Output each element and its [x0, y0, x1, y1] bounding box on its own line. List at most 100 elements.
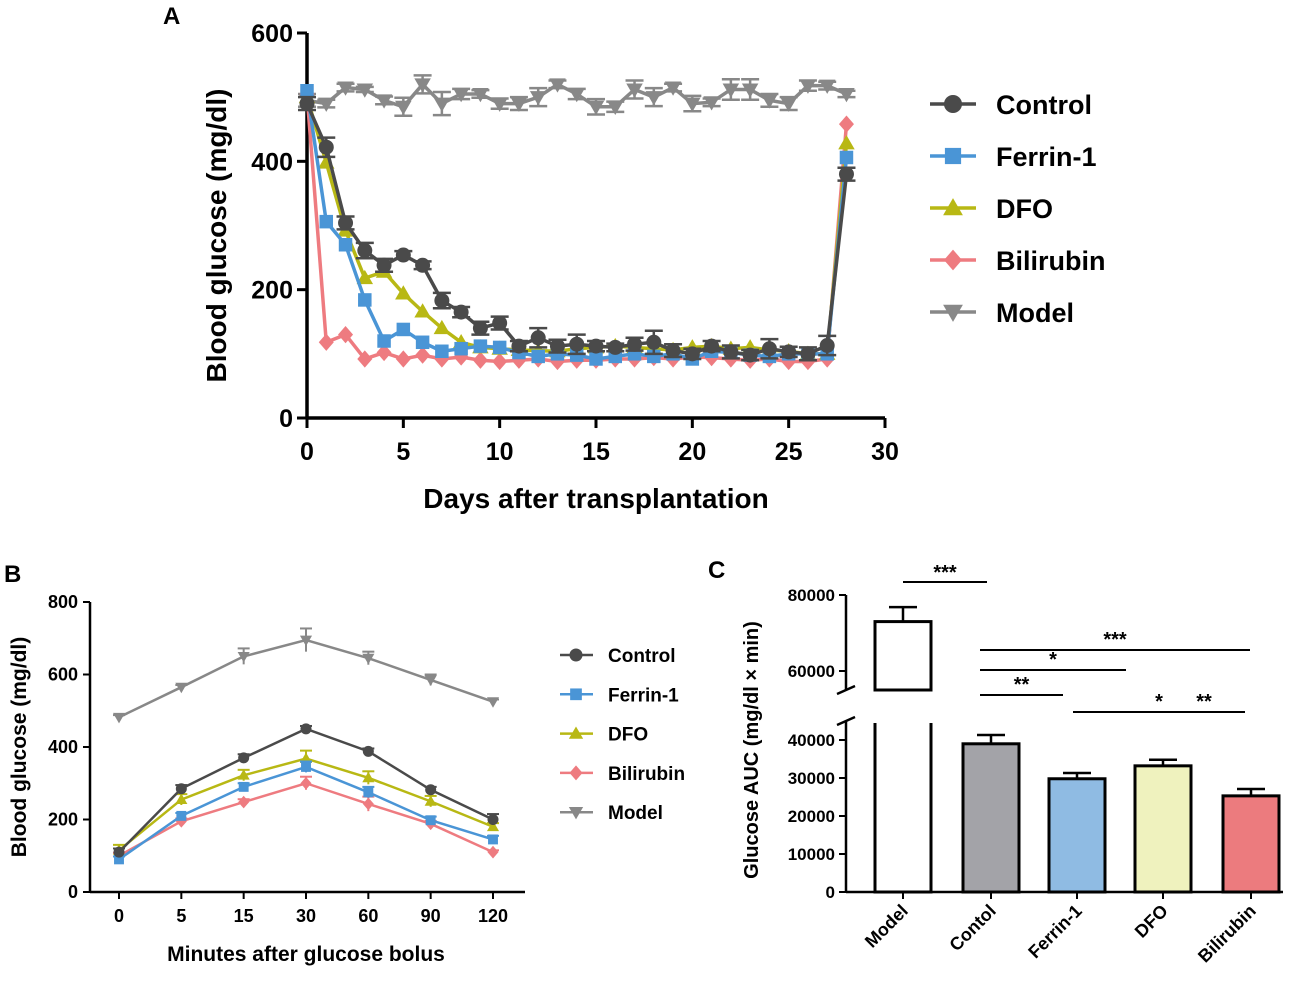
panel-c-y-tick-label: 80000: [788, 586, 835, 605]
panel-a-point-control: [453, 304, 469, 320]
panel-c-bar-group-contol: Contol: [945, 733, 1021, 955]
panel-a-point-control: [588, 338, 604, 354]
panel-c-y-tick-label: 60000: [788, 662, 835, 681]
panel-a-point-bilirubin: [357, 350, 373, 368]
panel-a-point-model: [452, 87, 470, 103]
panel-b-legend-label-model: Model: [608, 803, 663, 824]
panel-c-bar-group-ferrin-1: Ferrin-1: [1024, 771, 1107, 963]
panel-a-point-model: [318, 97, 335, 112]
panel-a-point-ferrin-1: [319, 214, 334, 229]
panel-b-legend-label-bilirubin: Bilirubin: [608, 764, 685, 785]
panel-c-x-tick-label-contol: Contol: [945, 901, 999, 955]
panel-c-significance-label: *: [1155, 691, 1163, 713]
panel-a-legend-label-bilirubin: Bilirubin: [996, 246, 1106, 276]
panel-a-point-control: [357, 243, 373, 259]
panel-b-point-control: [300, 723, 312, 735]
panel-a-point-control: [838, 166, 854, 182]
panel-a-point-model: [703, 96, 720, 111]
panel-c-x-tick-label-model: Model: [861, 901, 912, 952]
panel-b-line-control: [118, 727, 494, 854]
panel-c-axis-break-mark: [836, 684, 856, 696]
panel-a-point-model: [664, 81, 682, 96]
panel-a-point-model: [722, 83, 740, 98]
panel-a-point-control: [665, 343, 681, 359]
panel-a-series-ferrin-1: [300, 84, 854, 366]
panel-a-point-control: [607, 339, 623, 355]
panel-b-legend-label-dfo: DFO: [608, 725, 648, 746]
panel-a-legend-label-control: Control: [996, 90, 1092, 120]
panel-c-y-tick-label: 10000: [788, 845, 835, 864]
panel-b-point-control: [175, 783, 187, 795]
panel-b-point-bilirubin: [238, 795, 250, 809]
panel-a-legend-marker-dfo: [943, 198, 963, 216]
panel-a-point-model: [414, 78, 431, 93]
panel-c-chart: 0 10000 20000 30000 40000 60000 80000 Glucose A…: [741, 562, 1283, 966]
panel-a-point-ferrin-1: [589, 352, 603, 366]
panel-a-point-model: [780, 97, 797, 112]
panel-a-series-bilirubin: [299, 85, 854, 371]
panel-a-point-control: [472, 320, 488, 336]
panel-c-bar-model-upper: [873, 620, 933, 692]
panel-a-point-control: [434, 293, 450, 309]
panel-a-point-model: [799, 79, 817, 94]
panel-c-y-tick-label: 40000: [788, 731, 835, 750]
panel-a-point-control: [684, 346, 700, 362]
panel-c-significance-label: **: [1014, 674, 1030, 696]
panel-b-point-control: [425, 784, 437, 796]
panel-a-point-bilirubin: [318, 333, 334, 351]
panel-a-series-control: [298, 95, 856, 363]
panel-b-point-control: [487, 814, 499, 825]
panel-a-point-bilirubin: [838, 115, 854, 133]
panel-a-point-bilirubin: [472, 351, 488, 369]
panel-c-x-tick-label-ferrin-1: Ferrin-1: [1024, 901, 1086, 963]
panel-a-point-model: [549, 78, 566, 93]
panel-c-bar-dfo: [1133, 764, 1193, 894]
panel-a-legend-marker-control: [944, 95, 962, 113]
panel-b-point-control: [362, 745, 374, 757]
panel-a-x-tick-label: 30: [871, 438, 899, 466]
panel-b-y-axis-title: Blood glucose (mg/dl): [8, 637, 31, 858]
panel-c-significance-label: *: [1049, 649, 1057, 671]
panel-a-point-control: [742, 347, 758, 363]
panel-c-label: C: [708, 557, 725, 584]
panel-a-point-ferrin-1: [531, 349, 545, 364]
panel-a-point-dfo: [356, 269, 374, 285]
panel-c-bar-group-bilirubin: Bilirubin: [1194, 787, 1281, 966]
panel-b-legend-label-control: Control: [608, 646, 676, 667]
panel-a-point-control: [492, 315, 508, 331]
panel-a-point-model: [395, 100, 412, 116]
panel-c-significance-label: **: [1196, 691, 1212, 713]
panel-b-x-tick-label: 120: [478, 906, 508, 926]
panel-b-legend-marker-ferrin-1: [570, 688, 582, 701]
panel-a-point-control: [781, 344, 797, 360]
panel-a-point-ferrin-1: [358, 293, 372, 307]
panel-a-x-tick-label: 15: [582, 438, 610, 466]
panel-a-point-model: [375, 94, 393, 109]
panel-a-point-ferrin-1: [377, 334, 391, 348]
panel-b-x-tick-label: 30: [296, 906, 316, 926]
panel-a-point-model: [626, 83, 643, 98]
panel-a-line-ferrin-1: [305, 90, 849, 361]
panel-a-point-model: [529, 91, 547, 106]
panel-a-point-ferrin-1: [839, 150, 854, 165]
panel-a-point-bilirubin: [415, 346, 431, 364]
panel-a-point-model: [761, 94, 778, 109]
panel-a-point-control: [395, 247, 411, 263]
panel-a-legend-marker-ferrin-1: [944, 147, 962, 165]
panel-b-legend-marker-bilirubin: [569, 765, 583, 781]
panel-b-point-ferrin-1: [425, 815, 436, 826]
panel-b-x-tick-label: 5: [176, 906, 186, 926]
panel-b-point-dfo: [175, 793, 188, 804]
panel-b-legend-marker-control: [569, 648, 583, 662]
panel-c-significance-label: ***: [933, 562, 957, 584]
panel-a-point-ferrin-1: [435, 344, 449, 359]
panel-a-point-control: [704, 338, 720, 354]
panel-b-point-model: [112, 712, 126, 724]
panel-a-point-model: [337, 81, 354, 96]
panel-b-point-ferrin-1: [176, 810, 187, 821]
panel-a-point-control: [338, 215, 354, 231]
panel-b-x-tick-label: 0: [114, 906, 124, 926]
panel-a-y-tick-label: 400: [251, 148, 293, 176]
